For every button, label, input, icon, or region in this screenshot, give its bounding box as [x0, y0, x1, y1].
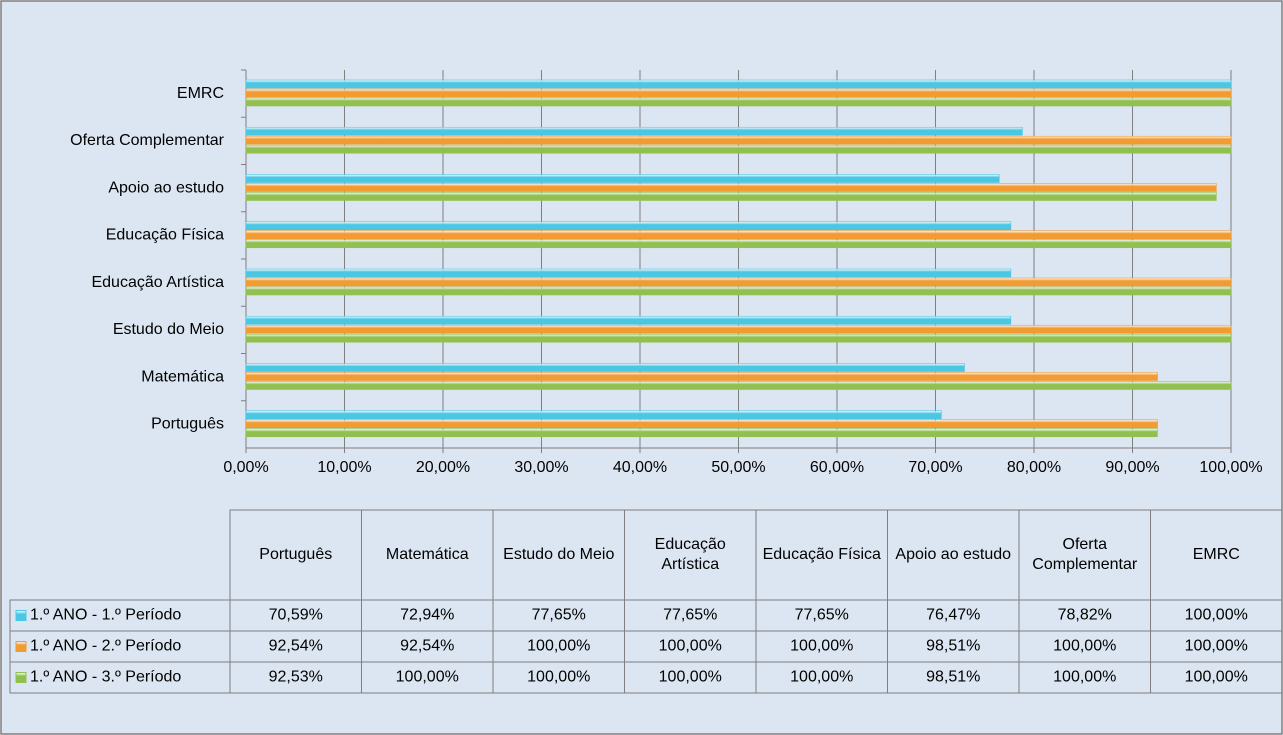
bar: [245, 88, 1232, 98]
bar: [245, 192, 1217, 201]
table-value: 77,65%: [532, 607, 586, 624]
table-value: 100,00%: [790, 669, 853, 686]
y-tick-label: Português: [151, 416, 224, 433]
legend-key: [15, 641, 27, 652]
bar: [245, 268, 1012, 278]
bar: [245, 183, 1217, 192]
bar: [245, 419, 1158, 429]
bar: [245, 221, 1012, 231]
bar: [245, 135, 1232, 145]
bar: [245, 79, 1232, 89]
table-value: 100,00%: [1185, 607, 1248, 624]
bar: [245, 315, 1012, 325]
bar: [245, 333, 1232, 343]
table-cell: [1150, 661, 1283, 694]
bar: [245, 239, 1232, 249]
table-value: 100,00%: [659, 638, 722, 655]
bar: [245, 286, 1232, 296]
x-tick-label: 60,00%: [810, 459, 864, 476]
bar: [245, 372, 1158, 381]
bar: [245, 97, 1232, 107]
table-value: 100,00%: [1185, 669, 1248, 686]
y-tick-label: Apoio ao estudo: [108, 179, 224, 196]
table-value: 100,00%: [659, 669, 722, 686]
table-header: Estudo do Meio: [503, 546, 614, 563]
table-value: 76,47%: [926, 607, 980, 624]
x-tick-label: 20,00%: [416, 459, 470, 476]
table-header: EMRC: [1193, 546, 1240, 563]
x-tick-label: 30,00%: [514, 459, 568, 476]
table-value: 92,53%: [269, 669, 323, 686]
legend-label: 1.º ANO - 3.º Período: [30, 669, 181, 686]
x-tick-label: 70,00%: [908, 459, 962, 476]
legend-key: [15, 610, 27, 621]
table-value: 70,59%: [269, 607, 323, 624]
legend-label: 1.º ANO - 1.º Período: [30, 607, 181, 624]
table-value: 100,00%: [790, 638, 853, 655]
y-tick-label: Oferta Complementar: [70, 132, 225, 149]
legend-label: 1.º ANO - 2.º Período: [30, 638, 181, 655]
table-value: 72,94%: [400, 607, 454, 624]
table-value: 92,54%: [400, 638, 454, 655]
bar: [245, 324, 1232, 334]
table-value: 100,00%: [1053, 669, 1116, 686]
y-tick-label: Estudo do Meio: [113, 321, 224, 338]
table-value: 100,00%: [1053, 638, 1116, 655]
table-value: 92,54%: [269, 638, 323, 655]
table-value: 78,82%: [1058, 607, 1112, 624]
x-tick-label: 50,00%: [711, 459, 765, 476]
bar: [245, 428, 1158, 438]
table-value: 98,51%: [926, 669, 980, 686]
y-tick-label: EMRC: [177, 85, 224, 102]
bar: [245, 363, 965, 372]
x-tick-label: 40,00%: [613, 459, 667, 476]
table-header: Educação Artística: [655, 536, 726, 573]
x-tick-label: 10,00%: [317, 459, 371, 476]
bar: [245, 126, 1023, 136]
x-tick-label: 0,00%: [223, 459, 268, 476]
table-value: 77,65%: [795, 607, 849, 624]
table-value: 100,00%: [527, 669, 590, 686]
bar: [245, 381, 1232, 390]
bar: [245, 410, 942, 420]
x-tick-label: 90,00%: [1105, 459, 1159, 476]
y-tick-label: Educação Artística: [91, 274, 224, 291]
table-value: 77,65%: [663, 607, 717, 624]
bar: [245, 230, 1232, 240]
table-header: Oferta Complementar: [1032, 536, 1138, 573]
bar: [245, 174, 1000, 183]
y-tick-label: Matemática: [141, 368, 224, 385]
y-tick-label: Educação Física: [106, 227, 224, 244]
table-value: 100,00%: [1185, 638, 1248, 655]
bar: [245, 277, 1232, 287]
x-tick-label: 80,00%: [1007, 459, 1061, 476]
legend-key: [15, 672, 27, 683]
table-value: 100,00%: [396, 669, 459, 686]
bar: [245, 144, 1232, 154]
table-value: 98,51%: [926, 638, 980, 655]
x-tick-label: 100,00%: [1199, 459, 1262, 476]
table-value: 100,00%: [527, 638, 590, 655]
table-header: Matemática: [386, 546, 469, 563]
table-header: Apoio ao estudo: [895, 546, 1011, 563]
table-header: Português: [259, 546, 332, 563]
table-header: Educação Física: [763, 546, 881, 563]
